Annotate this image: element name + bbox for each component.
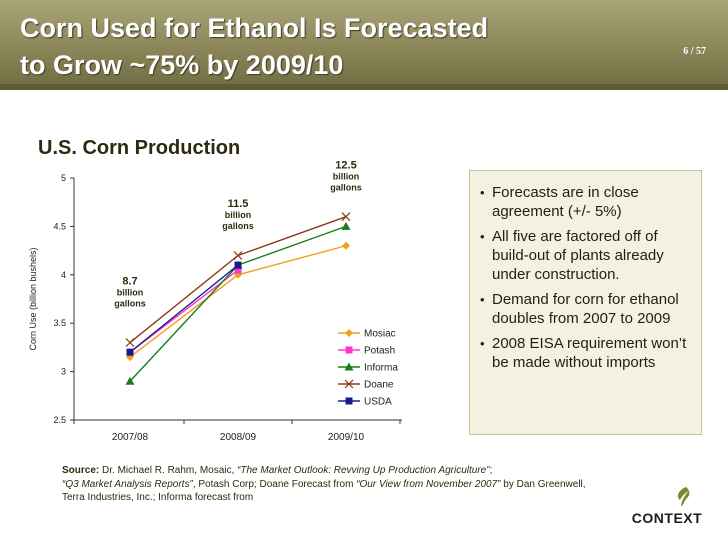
source-note: Source: Dr. Michael R. Rahm, Mosaic, “Th… (62, 464, 607, 505)
legend-label: Informa (364, 363, 398, 374)
data-point-marker (341, 212, 351, 222)
legend-entry-informa: Informa (338, 362, 398, 374)
source-part3: , Potash Corp; Doane Forecast from (192, 478, 357, 490)
data-point-marker (344, 379, 354, 389)
logo-text: CONTEXT (631, 510, 703, 526)
x-tick-label: 2008/09 (220, 432, 257, 443)
y-axis-label: Corn Use (billion bushels) (28, 247, 38, 350)
legend-entry-doane: Doane (338, 380, 394, 391)
key-point-1: Forecasts are in close agreement (+/- 5%… (480, 183, 693, 221)
data-point-marker (341, 221, 351, 230)
data-point-marker (345, 346, 353, 354)
annotation-value: 11.5 (228, 198, 249, 210)
annotation-unit2: gallons (222, 221, 254, 231)
data-point-marker (345, 397, 353, 405)
y-tick-label: 2.5 (53, 415, 66, 425)
data-point-marker (126, 348, 134, 356)
source-part2: ; (489, 465, 493, 476)
slide-title: Corn Used for Ethanol Is Forecasted to G… (20, 10, 640, 84)
header-band (0, 84, 728, 90)
key-points-list: Forecasts are in close agreement (+/- 5%… (480, 183, 693, 372)
source-part1: Dr. Michael R. Rahm, Mosaic, (99, 465, 238, 476)
source-title2: “Q3 Market Analysis Reports” (62, 478, 193, 490)
slide-title-line1: Corn Used for Ethanol Is Forecasted (20, 13, 489, 43)
logo-leaf-icon (678, 487, 690, 506)
annotation-value: 12.5 (335, 159, 356, 171)
context-logo: CONTEXT (622, 486, 712, 532)
annotation-value: 8.7 (122, 275, 137, 287)
chart-annotations: 8.7billiongallons11.5billiongallons12.5b… (114, 159, 362, 308)
annotation-unit: billion (117, 287, 144, 297)
y-tick-label: 3 (61, 367, 66, 377)
legend-entry-potash: Potash (338, 346, 395, 357)
legend-entry-usda: USDA (338, 397, 392, 408)
key-point-2: All five are factored off of build-out o… (480, 227, 693, 284)
legend-label: Potash (364, 346, 395, 357)
key-points-callout: Forecasts are in close agreement (+/- 5%… (469, 170, 702, 435)
data-point-marker (344, 362, 354, 371)
data-point-marker (233, 251, 243, 260)
data-point-marker (125, 338, 135, 347)
annotation-unit: billion (333, 171, 360, 181)
annotation-unit2: gallons (330, 182, 362, 192)
annotation-unit2: gallons (114, 298, 146, 308)
y-tick-label: 5 (61, 173, 66, 183)
series-line-doane (129, 216, 347, 344)
data-point-marker (234, 261, 242, 269)
source-lead: Source: (62, 465, 100, 476)
chart-title: U.S. Corn Production (38, 137, 241, 159)
legend-entry-mosiac: Mosiac (338, 329, 396, 340)
page-number: 6 / 57 (683, 46, 706, 57)
series-doane (125, 212, 351, 347)
series-mosiac (126, 241, 350, 362)
key-point-4: 2008 EISA requirement won’t be made with… (480, 334, 693, 372)
y-tick-label: 4.5 (53, 221, 66, 231)
x-tick-label: 2009/10 (328, 432, 365, 443)
chart-series (125, 212, 351, 385)
source-part4: by Dan Greenwell, Terra Industries, Inc.… (62, 478, 586, 504)
series-line-usda (129, 264, 239, 353)
legend-label: Mosiac (364, 329, 396, 340)
annotation-unit: billion (225, 210, 252, 220)
legend-label: Doane (364, 380, 394, 391)
chart-legend: Mosiac Potash Informa Doane USDA (338, 329, 398, 408)
chart-axes: 2.5 3 3.5 4 4.5 5 2007/08 2008/09 2009/10 Corn Us… (28, 173, 402, 443)
data-point-marker (342, 241, 350, 250)
series-usda (126, 261, 242, 356)
key-point-3: Demand for corn for ethanol doubles from… (480, 290, 693, 328)
legend-label: USDA (364, 397, 392, 408)
series-informa (125, 221, 351, 385)
slide-header: Corn Used for Ethanol Is Forecasted to G… (0, 0, 728, 90)
data-point-marker (234, 266, 242, 274)
x-tick-label: 2007/08 (112, 432, 149, 443)
data-point-marker (345, 329, 353, 337)
corn-use-line-chart: 2.5 3 3.5 4 4.5 5 2007/08 2008/09 2009/10 Corn Us… (28, 159, 402, 443)
y-tick-label: 3.5 (53, 318, 66, 328)
data-point-marker (125, 376, 135, 385)
slide-title-line2: to Grow ~75% by 2009/10 (20, 50, 344, 80)
y-tick-label: 4 (61, 270, 66, 280)
source-title3: “Our View from November 2007” (356, 478, 501, 490)
source-title1: “The Market Outlook: Revving Up Producti… (237, 465, 490, 476)
series-line-informa (129, 225, 347, 382)
data-point-marker (234, 270, 242, 279)
